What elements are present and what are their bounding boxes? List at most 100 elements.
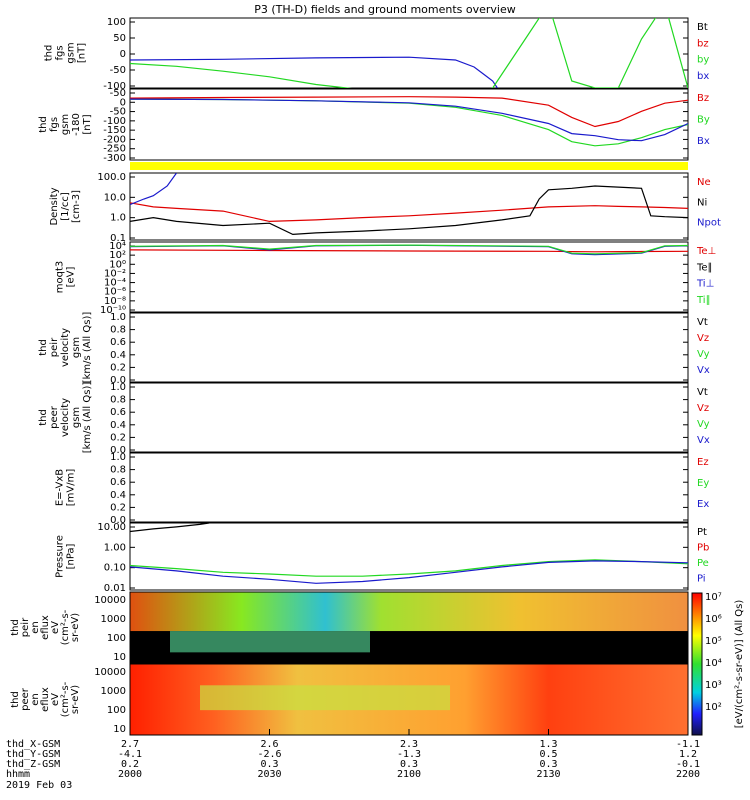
orbit-value: -1.3 xyxy=(397,749,421,760)
legend-entry: Vt xyxy=(697,317,708,328)
legend-entry: Ti∥ xyxy=(696,295,711,306)
y-axis-label: eV xyxy=(50,693,61,706)
series-line-Npot xyxy=(130,173,177,206)
y-tick-label: 0.01 xyxy=(104,583,126,594)
y-axis-label: fgs xyxy=(55,45,66,60)
legend-entry: By xyxy=(697,115,710,126)
orbit-value: 2000 xyxy=(118,769,142,780)
series-line-Bz xyxy=(130,96,688,128)
panel-pressure: 10.00 1.00 0.10 0.01 Pressure [nPa] Pt Pb Pe Pi xyxy=(55,522,710,594)
panel-fgs_gse: 100 50 0 -50 -100 thd fgs gsm [nT] Bt bz by bx xyxy=(44,17,710,92)
y-axis-label: en xyxy=(30,693,41,706)
colorbar-tick-label: 10² xyxy=(705,702,722,713)
legend-entry: Ne xyxy=(697,177,711,188)
legend-entry: Vz xyxy=(697,403,709,414)
y-axis-label: en xyxy=(30,621,41,634)
y-tick-label: 1.0 xyxy=(110,452,126,463)
y-tick-label: -200 xyxy=(103,134,126,145)
y-tick-label: 0.6 xyxy=(110,477,126,488)
legend-entry: Vx xyxy=(697,365,710,376)
y-tick-label: 10⁻⁸ xyxy=(104,296,126,307)
y-tick-label: 0.0 xyxy=(110,515,126,526)
orbit-value: -4.1 xyxy=(118,749,142,760)
panel-efield: 1.0 0.80.6 0.40.2 0.0 E=-VxB [mV/m] Ez Ey Ex xyxy=(55,452,710,526)
series-line-Te⊥ xyxy=(130,249,688,253)
spectrogram-structure xyxy=(200,685,450,711)
panel-peer_vel: 1.0 0.80.6 0.40.2 0.0 thd peer velocity gsm [km/… xyxy=(38,382,710,456)
y-tick-label: 0.0 xyxy=(110,375,126,386)
y-tick-label: 100 xyxy=(107,705,126,716)
y-tick-label: 0.2 xyxy=(110,362,126,373)
orbit-value: -0.1 xyxy=(676,759,700,770)
y-axis-label: thd xyxy=(10,619,21,636)
y-tick-label: 10² xyxy=(109,250,126,261)
y-tick-label: 10.00 xyxy=(97,522,126,533)
y-tick-label: -250 xyxy=(103,144,126,155)
colorbar-tick-label: 10⁷ xyxy=(705,592,722,603)
y-tick-label: 10⁴ xyxy=(109,241,126,252)
y-axis-label: (cm²-s- xyxy=(60,681,71,717)
panel-frame xyxy=(129,172,689,241)
panel-frame xyxy=(129,591,689,664)
y-axis-label: thd xyxy=(38,116,49,133)
y-tick-label: 0.4 xyxy=(110,420,126,431)
colorbar-tick-label: 10⁴ xyxy=(705,658,722,669)
y-tick-label: 100 xyxy=(107,633,126,644)
legend-entry: Bx xyxy=(697,136,710,147)
y-axis-label: sr-eV) xyxy=(70,685,81,714)
series-line-Ti∥ xyxy=(130,244,688,255)
y-tick-label: 0.0 xyxy=(110,445,126,456)
legend-entry: Pb xyxy=(697,543,709,554)
series-line-Pi xyxy=(130,560,688,584)
orbit-value: -1.1 xyxy=(676,739,700,750)
y-axis-label: [nT] xyxy=(82,114,93,134)
orbit-row: thd_Z-GSM 0.2 0.3 0.3 0.3 -0.1 xyxy=(6,759,700,770)
panel-frame xyxy=(129,382,689,453)
y-tick-label: -50 xyxy=(110,65,126,76)
orbit-row-label: thd_Z-GSM xyxy=(6,759,60,770)
y-tick-label: 0.8 xyxy=(110,395,126,406)
legend-entry: Ti⊥ xyxy=(696,279,714,290)
y-tick-label: 1.00 xyxy=(104,542,126,553)
y-axis-label: sr-eV) xyxy=(70,613,81,642)
y-tick-label: 50 xyxy=(113,33,126,44)
y-tick-label: 0.4 xyxy=(110,350,126,361)
orbit-value: 2130 xyxy=(536,769,560,780)
panel-density: 100.0 10.0 1.0 0.1 Density [1/cc] [cm-3] Ne Ni Np… xyxy=(49,172,721,244)
legend-entry: bz xyxy=(697,38,709,49)
panel-peir_vel: 1.0 0.80.6 0.40.2 0.0 thd peir velocity gsm [km/… xyxy=(38,312,710,386)
y-axis-label: thd xyxy=(38,339,49,356)
y-axis-label: peer xyxy=(49,405,60,429)
y-tick-label: 10⁻¹⁰ xyxy=(100,305,126,316)
y-tick-label: 0 xyxy=(120,97,126,108)
plot-title: P3 (TH-D) fields and ground moments over… xyxy=(254,3,516,16)
legend-entry: Pe xyxy=(697,558,709,569)
legend-entry: Vy xyxy=(697,419,710,430)
y-tick-label: 1.0 xyxy=(110,312,126,323)
panel-frame xyxy=(129,17,689,89)
y-axis-label: moqt3 xyxy=(55,261,66,294)
y-axis-label: [mV/m] xyxy=(66,469,77,507)
colorbar-tick-label: 10⁵ xyxy=(705,636,722,647)
y-tick-label: 0.1 xyxy=(110,233,126,244)
y-tick-label: -50 xyxy=(110,88,126,99)
panel-frame xyxy=(129,452,689,523)
y-tick-label: 10⁰ xyxy=(109,259,126,270)
colorbar-tick-label: 10³ xyxy=(705,680,722,691)
y-axis-label: velocity xyxy=(60,328,71,367)
y-axis-label: peir xyxy=(20,617,31,637)
y-tick-label: 10⁻⁴ xyxy=(104,278,126,289)
y-axis-label: gsm xyxy=(71,337,82,358)
orbit-value: 0.3 xyxy=(400,759,418,770)
legend-entry: Ex xyxy=(697,499,709,510)
y-tick-label: 100 xyxy=(107,17,126,28)
y-tick-label: -150 xyxy=(103,125,126,136)
legend-entry: bx xyxy=(697,71,709,82)
y-tick-label: 10⁻² xyxy=(104,268,126,279)
y-axis-label: -180 xyxy=(71,113,82,136)
y-tick-label: 0.2 xyxy=(110,502,126,513)
quality-flag-bar xyxy=(130,162,688,170)
y-tick-label: 0.4 xyxy=(110,490,126,501)
y-tick-label: 0 xyxy=(120,49,126,60)
